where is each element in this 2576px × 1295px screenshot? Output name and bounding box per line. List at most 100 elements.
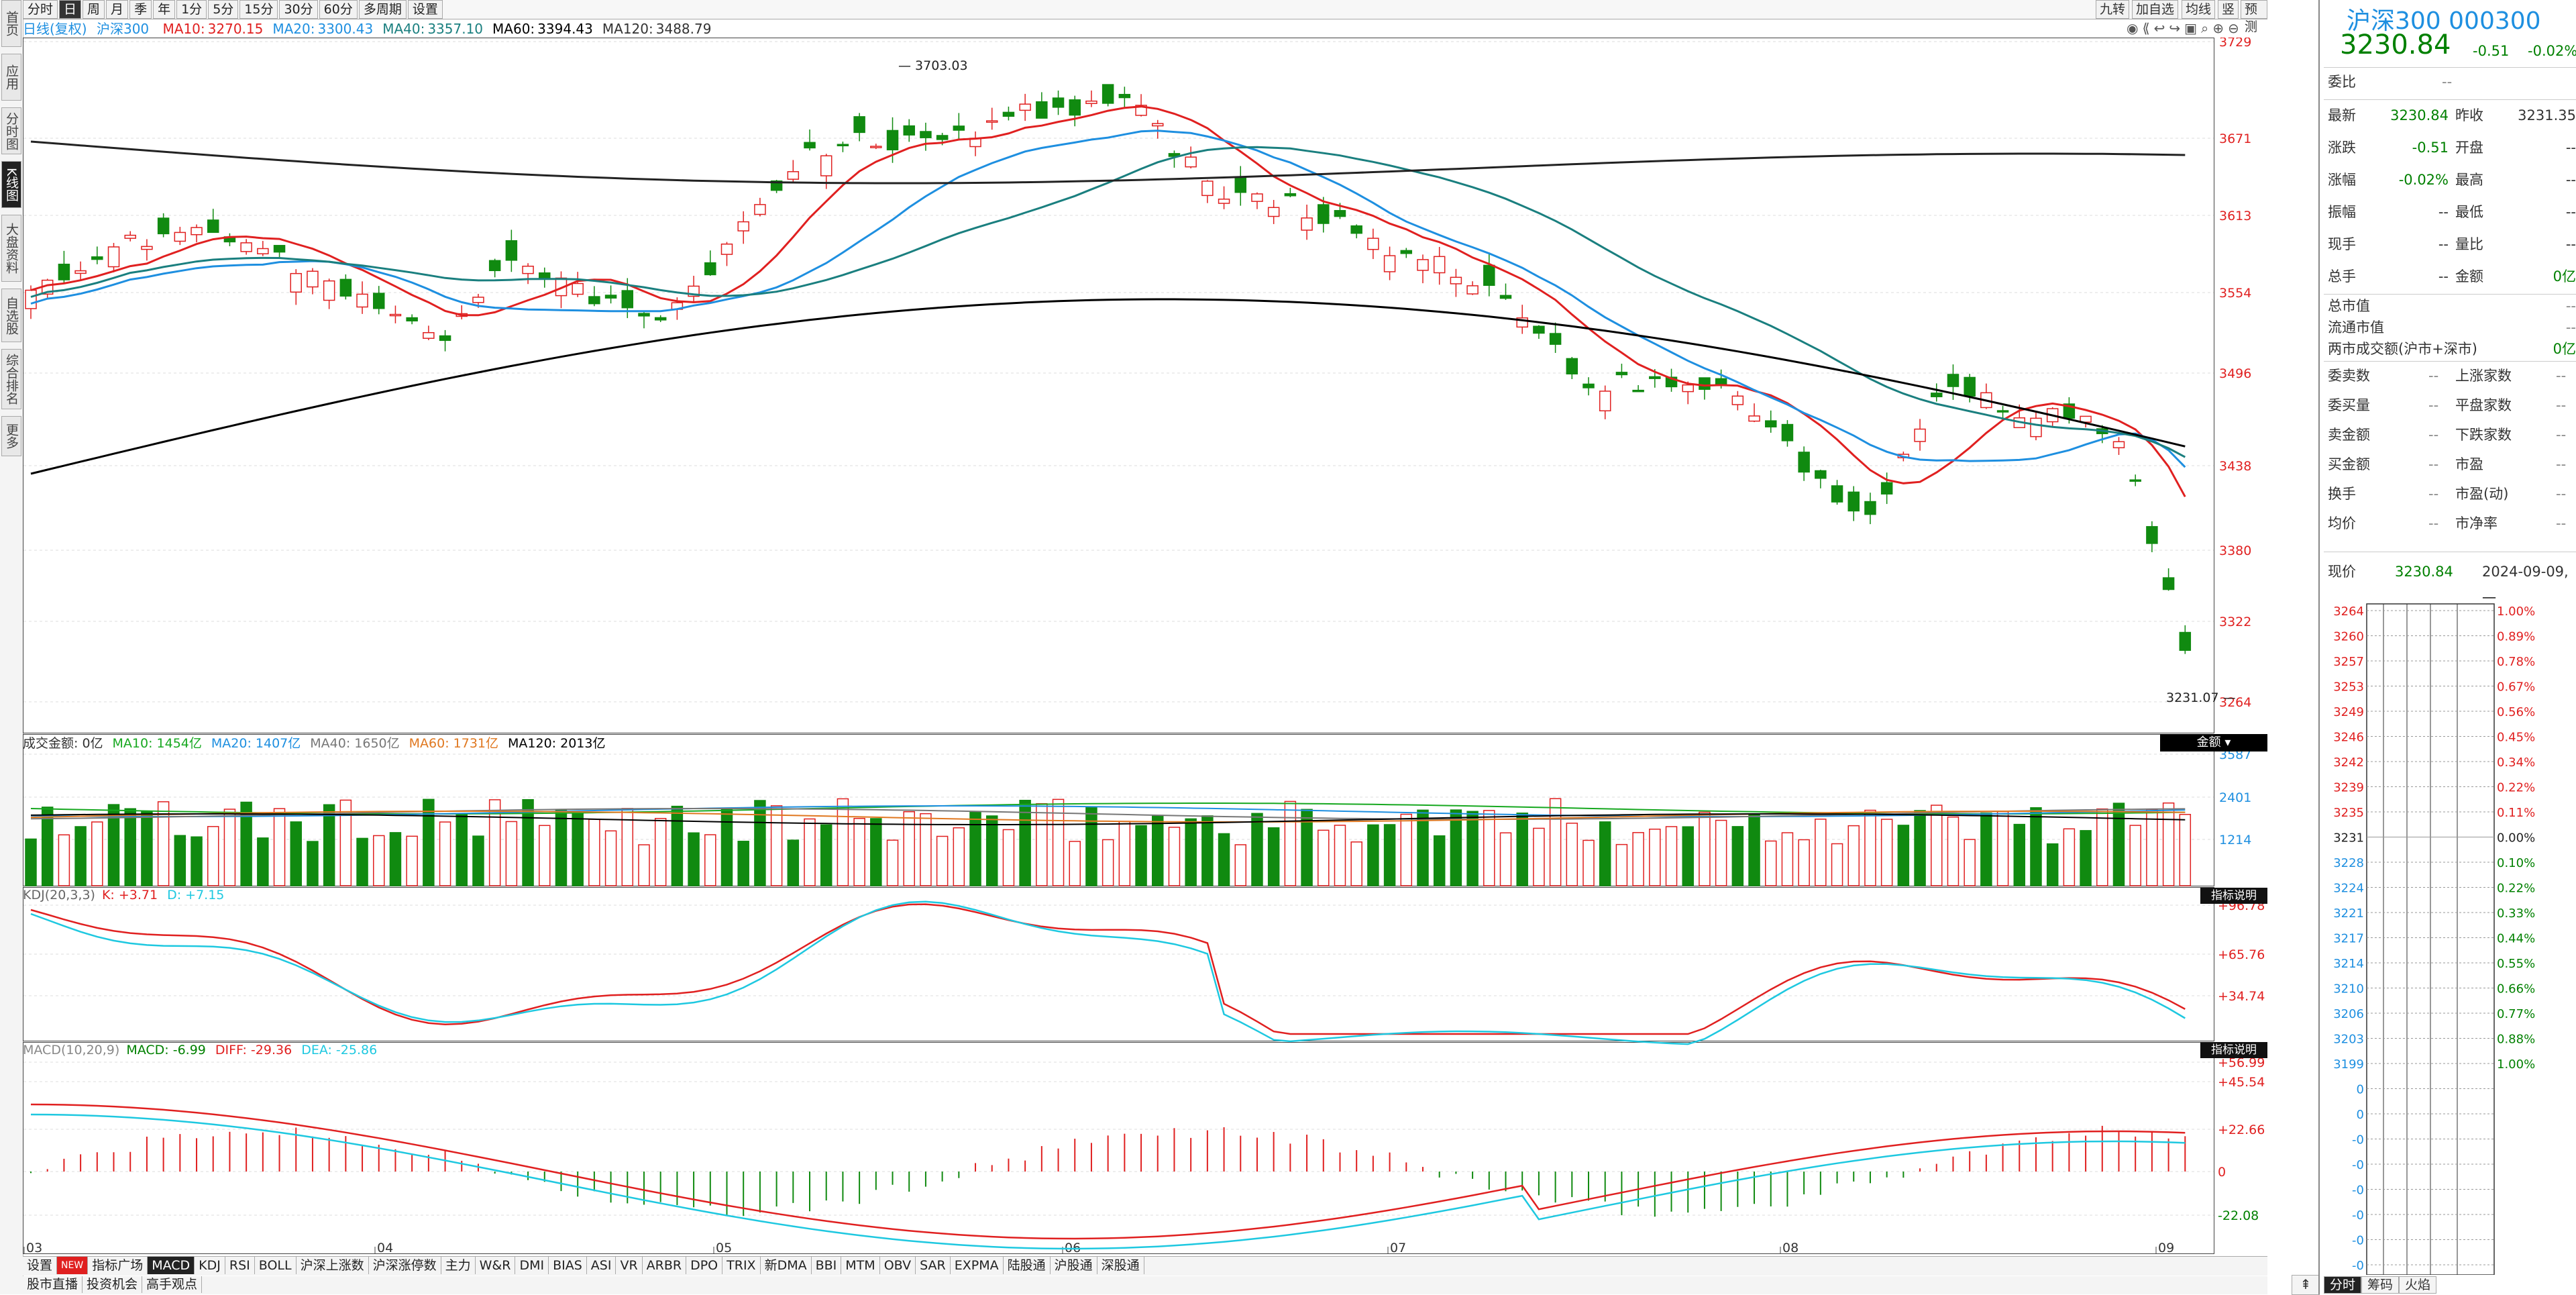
indicator-tab-5[interactable]: RSI [225, 1257, 255, 1274]
sidebar-item-4[interactable]: 大盘资料 [1, 215, 21, 282]
quote-value: 3230.84 [2390, 107, 2449, 123]
sidebar-item-7[interactable]: 更多 [1, 416, 21, 456]
indicator-tab-19[interactable]: BBI [812, 1257, 842, 1274]
candle-body [1267, 207, 1280, 217]
indicator-tab-14[interactable]: VR [616, 1257, 643, 1274]
candle-body [920, 131, 932, 138]
indicator-tab-17[interactable]: TRIX [722, 1257, 761, 1274]
ma-value: 3488.79 [655, 21, 712, 37]
bottom-link-2[interactable]: 高手观点 [142, 1276, 203, 1293]
period-button-6[interactable]: 1分 [176, 0, 207, 19]
indicator-tab-25[interactable]: 沪股通 [1051, 1257, 1097, 1274]
period-button-8[interactable]: 15分 [239, 0, 278, 19]
sidebar-item-2[interactable]: 分时图 [1, 107, 21, 154]
indicator-tab-18[interactable]: 新DMA [761, 1257, 812, 1274]
volume-bar [638, 844, 650, 886]
period-button-10[interactable]: 60分 [319, 0, 358, 19]
nav-icon[interactable]: ⟪ [2142, 20, 2154, 36]
back-icon[interactable]: ↩ [2153, 20, 2169, 36]
period-button-4[interactable]: 季 [129, 0, 152, 19]
indicator-tab-3[interactable]: MACD [148, 1257, 195, 1274]
search-icon[interactable]: ⌕ [2201, 20, 2213, 36]
indicator-tab-21[interactable]: OBV [880, 1257, 916, 1274]
volume-bar [1599, 821, 1611, 886]
indicator-tab-4[interactable]: KDJ [195, 1257, 225, 1274]
sidebar-item-3[interactable]: K线图 [1, 161, 21, 208]
sidebar-item-0[interactable]: 首页 [1, 0, 21, 47]
tool-button-3[interactable]: 竖 [2218, 0, 2239, 19]
month-label: 08 [1782, 1241, 1799, 1255]
tool-button-2[interactable]: 均线 [2182, 0, 2216, 19]
indicator-tab-7[interactable]: 沪深上涨数 [297, 1257, 369, 1274]
candle-body [1798, 452, 1810, 473]
bottom-link-1[interactable]: 投资机会 [83, 1276, 143, 1293]
kdj-header: KDJ(20,3,3) K: +3.71 D: +7.15 [23, 887, 224, 903]
indicator-tab-26[interactable]: 深股通 [1097, 1257, 1144, 1274]
quote-tab-1[interactable]: 筹码 [2361, 1276, 2400, 1294]
tool-button-1[interactable]: 加自选 [2132, 0, 2179, 19]
period-button-3[interactable]: 月 [106, 0, 129, 19]
quote-row-secondary: 均价 -- 市净率 -- [2328, 510, 2576, 537]
quote-label: 下跌家数 [2455, 427, 2512, 443]
period-button-2[interactable]: 周 [83, 0, 105, 19]
zoom-out-icon[interactable]: ⊖ [2227, 20, 2243, 36]
bottom-link-0[interactable]: 股市直播 [23, 1276, 83, 1293]
indicator-tab-12[interactable]: BIAS [549, 1257, 587, 1274]
indicator-tab-0[interactable]: 设置 [23, 1257, 58, 1274]
volume-bar [903, 811, 915, 886]
eye-icon[interactable]: ◉ [2127, 20, 2143, 36]
period-button-0[interactable]: 分时 [23, 0, 58, 19]
indicator-tab-20[interactable]: MTM [841, 1257, 880, 1274]
indicator-tab-9[interactable]: 主力 [441, 1257, 476, 1274]
ladder-price: 3221 [2333, 907, 2364, 921]
indicator-tab-10[interactable]: W&R [476, 1257, 516, 1274]
indicator-tab-24[interactable]: 陆股通 [1004, 1257, 1051, 1274]
volume-bar [704, 834, 716, 886]
redo-icon[interactable]: ↪ [2169, 20, 2185, 36]
period-button-5[interactable]: 年 [153, 0, 176, 19]
volume-bar [124, 808, 136, 886]
period-button-11[interactable]: 多周期 [358, 0, 407, 19]
kdj-explain-button[interactable]: 指标说明 [2200, 888, 2267, 904]
tool-button-4[interactable]: 预测 [2241, 0, 2267, 34]
quote-label: 振幅 [2328, 204, 2356, 220]
indicator-tab-8[interactable]: 沪深涨停数 [369, 1257, 441, 1274]
quote-value: -- [2438, 204, 2449, 220]
candle-body [588, 296, 600, 305]
indicator-tab-22[interactable]: SAR [916, 1257, 951, 1274]
macd-dea: DEA: -25.86 [301, 1043, 378, 1057]
indicator-tab-13[interactable]: ASI [587, 1257, 616, 1274]
period-button-1[interactable]: 日 [59, 0, 82, 19]
collapse-button[interactable]: ⇞ [2292, 1275, 2320, 1295]
period-button-12[interactable]: 设置 [407, 0, 443, 19]
indicator-tab-23[interactable]: EXPMA [951, 1257, 1004, 1274]
quote-tab-2[interactable]: 火焰 [2399, 1276, 2437, 1294]
period-button-7[interactable]: 5分 [208, 0, 239, 19]
period-button-9[interactable]: 30分 [279, 0, 318, 19]
quote-row-secondary: 换手 -- 市盈(动) -- [2328, 480, 2576, 507]
quote-tab-0[interactable]: 分时 [2324, 1276, 2362, 1294]
indicator-tab-16[interactable]: DPO [686, 1257, 723, 1274]
quote-label: 卖金额 [2328, 427, 2370, 443]
candle-body [539, 272, 551, 278]
indicator-tab-15[interactable]: ARBR [643, 1257, 687, 1274]
amount-button[interactable]: 金额 ▾ [2160, 734, 2267, 752]
quote-label: 市净率 [2455, 515, 2498, 531]
macd-explain-button[interactable]: 指标说明 [2200, 1042, 2267, 1058]
indicator-tab-11[interactable]: DMI [515, 1257, 549, 1274]
indicator-tab-2[interactable]: 指标广场 [88, 1257, 148, 1274]
volume-bar [1267, 827, 1280, 886]
candle-body [572, 282, 584, 295]
zoom-in-icon[interactable]: ⊕ [2212, 20, 2228, 36]
sidebar-item-6[interactable]: 综合排名 [1, 349, 21, 409]
volume-bar [688, 832, 700, 886]
ladder-price: 3242 [2333, 756, 2364, 770]
sidebar-item-5[interactable]: 自选股 [1, 289, 21, 342]
tool-button-0[interactable]: 九转 [2096, 0, 2130, 19]
sidebar-item-1[interactable]: 应用 [1, 54, 21, 101]
candle-body [107, 246, 120, 268]
lock-icon[interactable]: ▣ [2184, 20, 2202, 36]
candle-body [870, 146, 882, 148]
indicator-tab-1[interactable]: NEW [57, 1257, 89, 1274]
indicator-tab-6[interactable]: BOLL [255, 1257, 297, 1274]
